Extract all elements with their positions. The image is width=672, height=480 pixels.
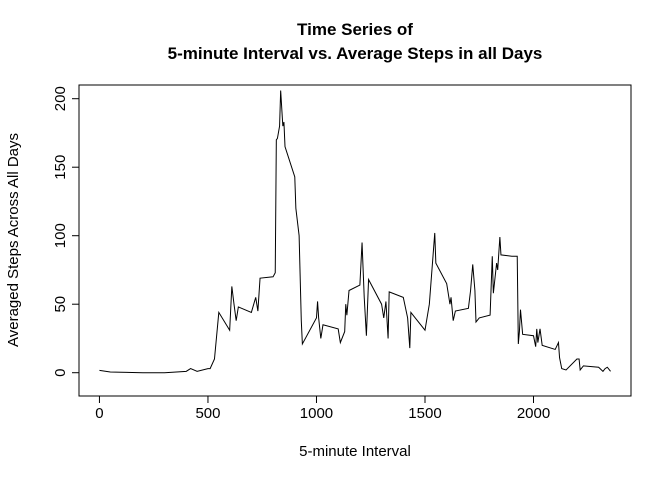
x-axis-label: 5-minute Interval	[299, 443, 411, 460]
x-tick-label: 0	[95, 405, 103, 422]
x-tick-label: 1000	[300, 405, 333, 422]
y-tick-label: 100	[52, 223, 69, 248]
y-tick-label: 50	[52, 296, 69, 313]
y-tick-label: 200	[52, 86, 69, 111]
y-tick-label: 150	[52, 155, 69, 180]
chart-title: 5-minute Interval vs. Average Steps in a…	[168, 44, 543, 63]
chart-title: Time Series of	[297, 20, 413, 39]
data-line	[99, 90, 611, 374]
x-tick-label: 1500	[408, 405, 441, 422]
x-tick-label: 2000	[517, 405, 550, 422]
plot-frame	[78, 84, 632, 397]
y-axis-label: Averaged Steps Across All Days	[5, 133, 22, 347]
x-tick-label: 500	[195, 405, 220, 422]
y-tick-label: 0	[52, 369, 69, 377]
